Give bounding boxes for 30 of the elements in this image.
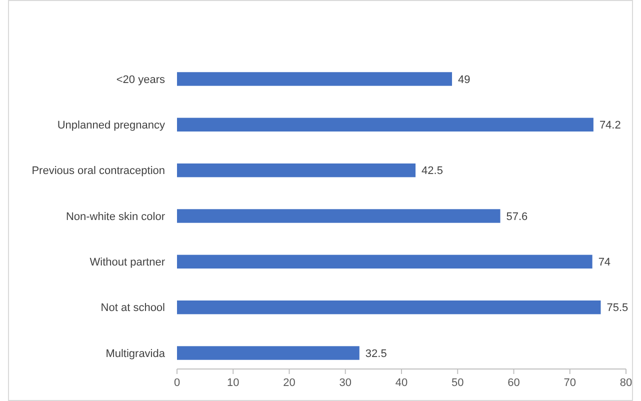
y-tick-label: Non-white skin color (66, 210, 166, 223)
x-tick-label: 30 (339, 376, 352, 389)
x-tick-label: 0 (174, 376, 180, 389)
bar (177, 300, 601, 314)
bar (177, 209, 500, 223)
x-tick-label: 20 (283, 376, 296, 389)
x-tick-label: 50 (452, 376, 464, 389)
bar (177, 346, 360, 360)
bar (177, 254, 592, 269)
x-tick-label: 40 (395, 376, 408, 389)
x-tick-label: 10 (227, 376, 240, 389)
data-label: 42.5 (422, 165, 443, 178)
y-tick-label: Multigravida (106, 348, 166, 360)
data-label: 74.2 (599, 120, 621, 132)
x-tick-label: 80 (620, 376, 632, 389)
y-tick-label: Without partner (90, 256, 166, 269)
y-tick-label: Unplanned pregnancy (57, 120, 166, 132)
bar (177, 72, 452, 86)
y-tick-label: <20 years (116, 74, 166, 86)
y-tick-label: Previous oral contraception (32, 165, 165, 178)
x-tick-label: 60 (508, 376, 520, 389)
bar (177, 118, 594, 132)
data-label: 75.5 (606, 302, 628, 314)
y-tick-label: Not at school (100, 302, 165, 314)
data-label: 32.5 (365, 348, 387, 360)
data-label: 57.6 (506, 210, 528, 223)
data-label: 74 (598, 256, 611, 269)
x-tick-label: 70 (564, 376, 576, 389)
bar (177, 163, 416, 178)
data-label: 49 (458, 74, 470, 86)
